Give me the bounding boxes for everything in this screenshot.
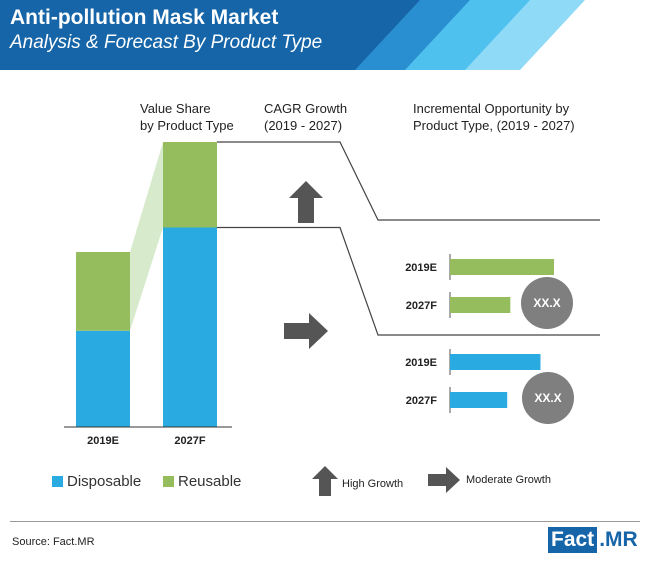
legend-label-reusable: Reusable: [178, 473, 242, 490]
incremental-label-disposable-2019e: 2019E: [405, 357, 437, 369]
page-subtitle: Analysis & Forecast By Product Type: [10, 32, 323, 53]
cagr-up-arrow-icon-reusable: [289, 181, 323, 223]
incremental-label-reusable-2027f: 2027F: [406, 300, 437, 312]
value-share-growth-wedge: [130, 142, 163, 331]
incremental-bar-disposable-2019e: [450, 354, 541, 370]
bar-reusable-2019e: [76, 252, 130, 331]
connector-reusable: [217, 141, 600, 221]
value-share-header-line2: by Product Type: [140, 118, 234, 133]
cagr-header: CAGR Growth (2019 - 2027): [264, 100, 374, 134]
cagr-badge-disposable: [522, 372, 574, 424]
bar-reusable-2027f: [163, 142, 217, 228]
legend-label-disposable: Disposable: [67, 473, 142, 490]
cagr-right-arrow-icon-disposable: [284, 313, 328, 349]
value-share-header-line1: Value Share: [140, 101, 211, 116]
page-title: Anti-pollution Mask Market: [10, 6, 279, 29]
cagr-header-line1: CAGR Growth: [264, 101, 348, 116]
incremental-header-line1: Incremental Opportunity by: [413, 101, 570, 116]
legend-item-disposable: Disposable: [52, 473, 141, 490]
bar-disposable-2027f: [163, 227, 217, 427]
incremental-bar-reusable-2019e: [450, 259, 554, 275]
logo-part-fact: Fact: [548, 527, 598, 553]
incremental-label-reusable-2019e: 2019E: [405, 262, 437, 274]
right-arrow-icon: [428, 467, 460, 493]
source-note: Source: Fact.MR: [12, 536, 95, 548]
incremental-bar-reusable-2027f: [450, 297, 511, 313]
chart-canvas: 2019E 2027F 2019E 2027F XX.X 2019E 2027F XX.X: [64, 141, 600, 447]
value-share-header: Value Share by Product Type: [140, 100, 250, 134]
category-label-2019e: 2019E: [87, 435, 119, 447]
legend-swatch-disposable: [52, 476, 63, 487]
banner-main: [0, 0, 420, 70]
legend-swatch-reusable: [163, 476, 174, 487]
bar-disposable-2019e: [76, 330, 130, 427]
incremental-header: Incremental Opportunity by Product Type,…: [413, 100, 613, 134]
category-label-2027f: 2027F: [174, 435, 205, 447]
factmr-logo: Fact .MR: [548, 527, 638, 553]
cagr-badge-text-reusable: XX.X: [533, 296, 560, 310]
footer-divider: [10, 521, 640, 522]
growth-legend-high-label: High Growth: [342, 478, 404, 490]
incremental-header-line2: Product Type, (2019 - 2027): [413, 118, 575, 133]
incremental-bar-disposable-2027f: [450, 392, 508, 408]
incremental-label-disposable-2027f: 2027F: [406, 395, 437, 407]
growth-legend-moderate-label: Moderate Growth: [466, 474, 551, 486]
legend-item-reusable: Reusable: [163, 473, 241, 490]
connector-disposable: [217, 226, 600, 336]
header-banner: [0, 0, 585, 70]
logo-part-mr: .MR: [599, 528, 638, 551]
cagr-badge-text-disposable: XX.X: [534, 391, 561, 405]
cagr-header-line2: (2019 - 2027): [264, 118, 343, 133]
cagr-badge-reusable: [521, 277, 573, 329]
up-arrow-icon: [312, 466, 338, 496]
